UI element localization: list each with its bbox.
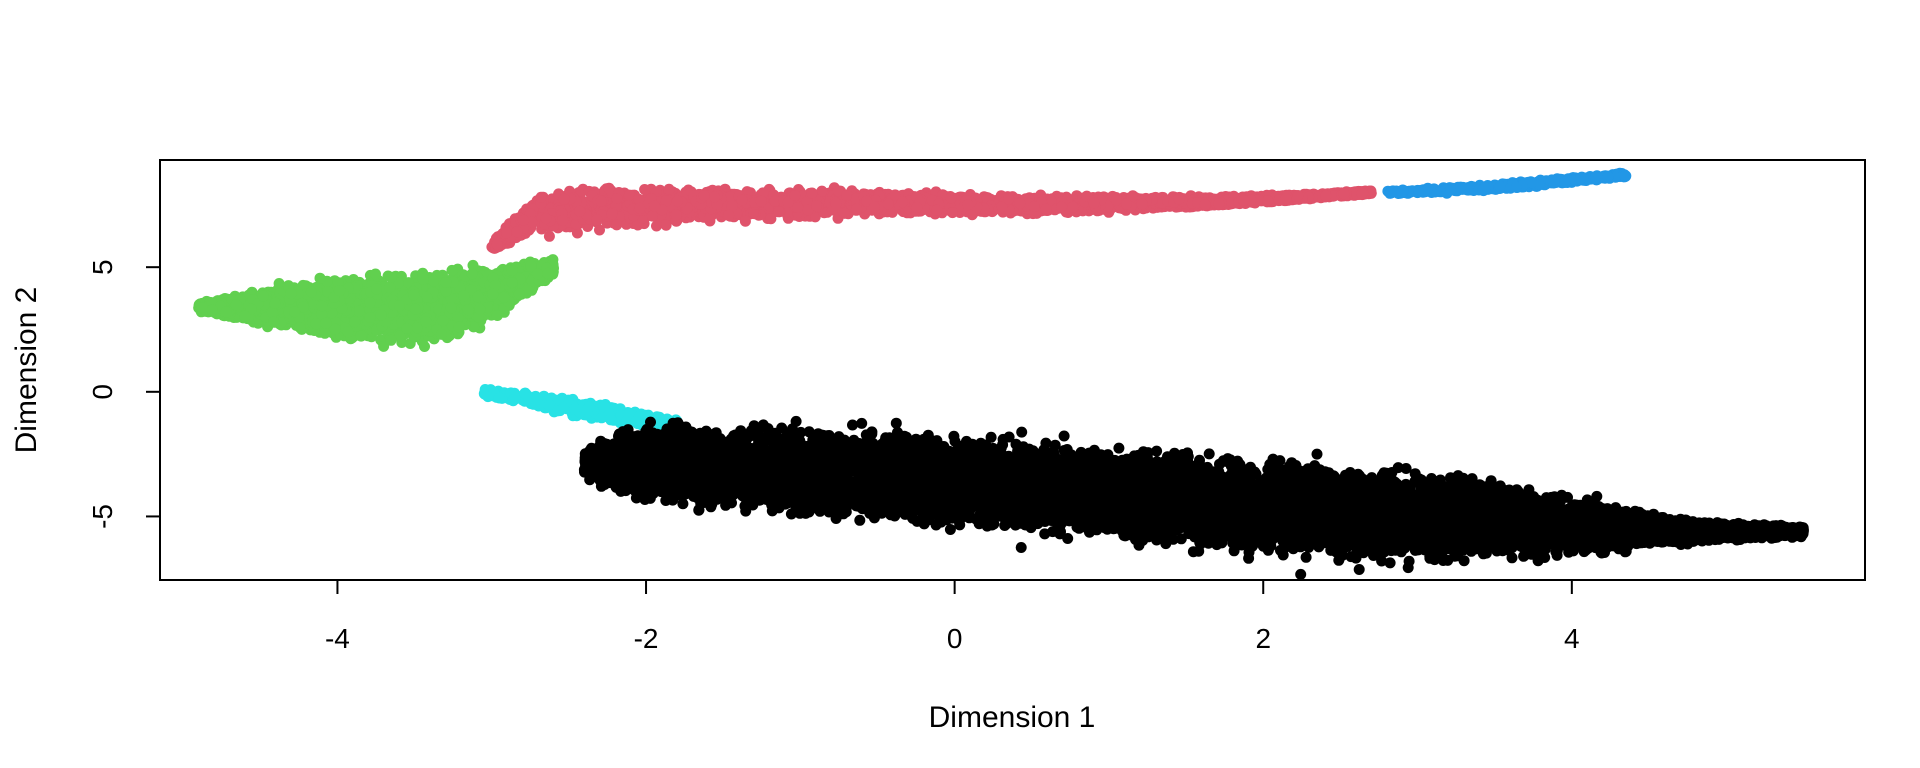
data-point xyxy=(830,198,842,210)
data-point xyxy=(1067,201,1079,213)
data-point xyxy=(1547,175,1559,186)
data-point xyxy=(911,201,923,213)
data-point xyxy=(1110,194,1122,206)
data-point xyxy=(1445,184,1457,196)
data-point xyxy=(947,207,958,219)
data-point xyxy=(755,195,767,207)
data-point xyxy=(838,207,850,219)
data-point xyxy=(962,199,974,211)
data-point xyxy=(1575,173,1586,185)
data-point xyxy=(558,193,570,205)
data-point xyxy=(1619,170,1631,182)
data-points xyxy=(193,167,1809,580)
data-point xyxy=(1602,171,1614,183)
data-point xyxy=(419,341,430,352)
series-2 xyxy=(193,254,559,352)
data-point xyxy=(1590,171,1601,183)
data-point xyxy=(663,183,675,195)
data-point xyxy=(931,204,943,216)
data-point xyxy=(611,193,623,204)
data-point xyxy=(896,196,908,208)
data-point xyxy=(1213,198,1225,210)
data-point xyxy=(792,202,804,213)
data-point xyxy=(1356,188,1368,200)
data-point xyxy=(1292,190,1304,202)
data-point xyxy=(649,200,661,212)
data-point xyxy=(841,190,852,201)
data-point xyxy=(501,227,512,239)
data-point xyxy=(709,191,721,203)
data-point xyxy=(639,184,651,195)
data-point xyxy=(634,202,646,214)
data-point xyxy=(1014,198,1026,210)
data-point xyxy=(651,220,662,232)
data-point xyxy=(603,182,615,194)
data-point xyxy=(1479,182,1491,194)
data-point xyxy=(591,214,603,226)
data-point xyxy=(1280,192,1292,204)
data-point xyxy=(1510,181,1522,193)
data-point xyxy=(1040,203,1052,215)
data-point xyxy=(611,219,623,231)
data-point xyxy=(1121,198,1132,210)
data-point xyxy=(1238,195,1250,206)
data-point xyxy=(1384,187,1396,199)
data-point xyxy=(1136,198,1148,210)
data-point xyxy=(811,200,822,212)
data-point xyxy=(557,214,569,226)
series-1 xyxy=(1382,167,1632,199)
data-point xyxy=(1320,190,1332,202)
data-point xyxy=(1003,193,1015,205)
data-point xyxy=(1494,181,1506,193)
data-point xyxy=(606,208,618,220)
data-point xyxy=(1559,176,1571,188)
data-point xyxy=(868,201,880,213)
data-point xyxy=(670,209,682,221)
data-point xyxy=(851,203,863,215)
data-point xyxy=(806,187,818,199)
data-point xyxy=(446,264,458,276)
series-0 xyxy=(486,182,1377,254)
data-point xyxy=(1173,193,1185,205)
data-point xyxy=(1338,188,1350,200)
data-point xyxy=(1199,199,1211,211)
data-point xyxy=(945,192,957,204)
data-point xyxy=(723,209,735,221)
data-point xyxy=(773,206,785,218)
data-point xyxy=(647,210,658,222)
data-point xyxy=(882,198,894,210)
data-point xyxy=(1088,197,1100,209)
data-point xyxy=(1455,181,1467,193)
data-point xyxy=(517,214,529,226)
data-point xyxy=(1056,201,1068,213)
data-point xyxy=(511,226,523,238)
data-point xyxy=(671,195,683,207)
data-point xyxy=(1262,195,1274,207)
data-point xyxy=(1417,186,1429,198)
data-point xyxy=(736,194,748,206)
data-point xyxy=(595,195,607,207)
data-point xyxy=(660,219,672,231)
data-point xyxy=(1028,201,1040,212)
data-point xyxy=(1397,184,1409,196)
data-point xyxy=(535,191,547,203)
data-point xyxy=(789,190,801,201)
data-point xyxy=(574,205,586,217)
data-point xyxy=(491,239,503,251)
data-point xyxy=(739,215,751,227)
data-point xyxy=(540,213,552,224)
